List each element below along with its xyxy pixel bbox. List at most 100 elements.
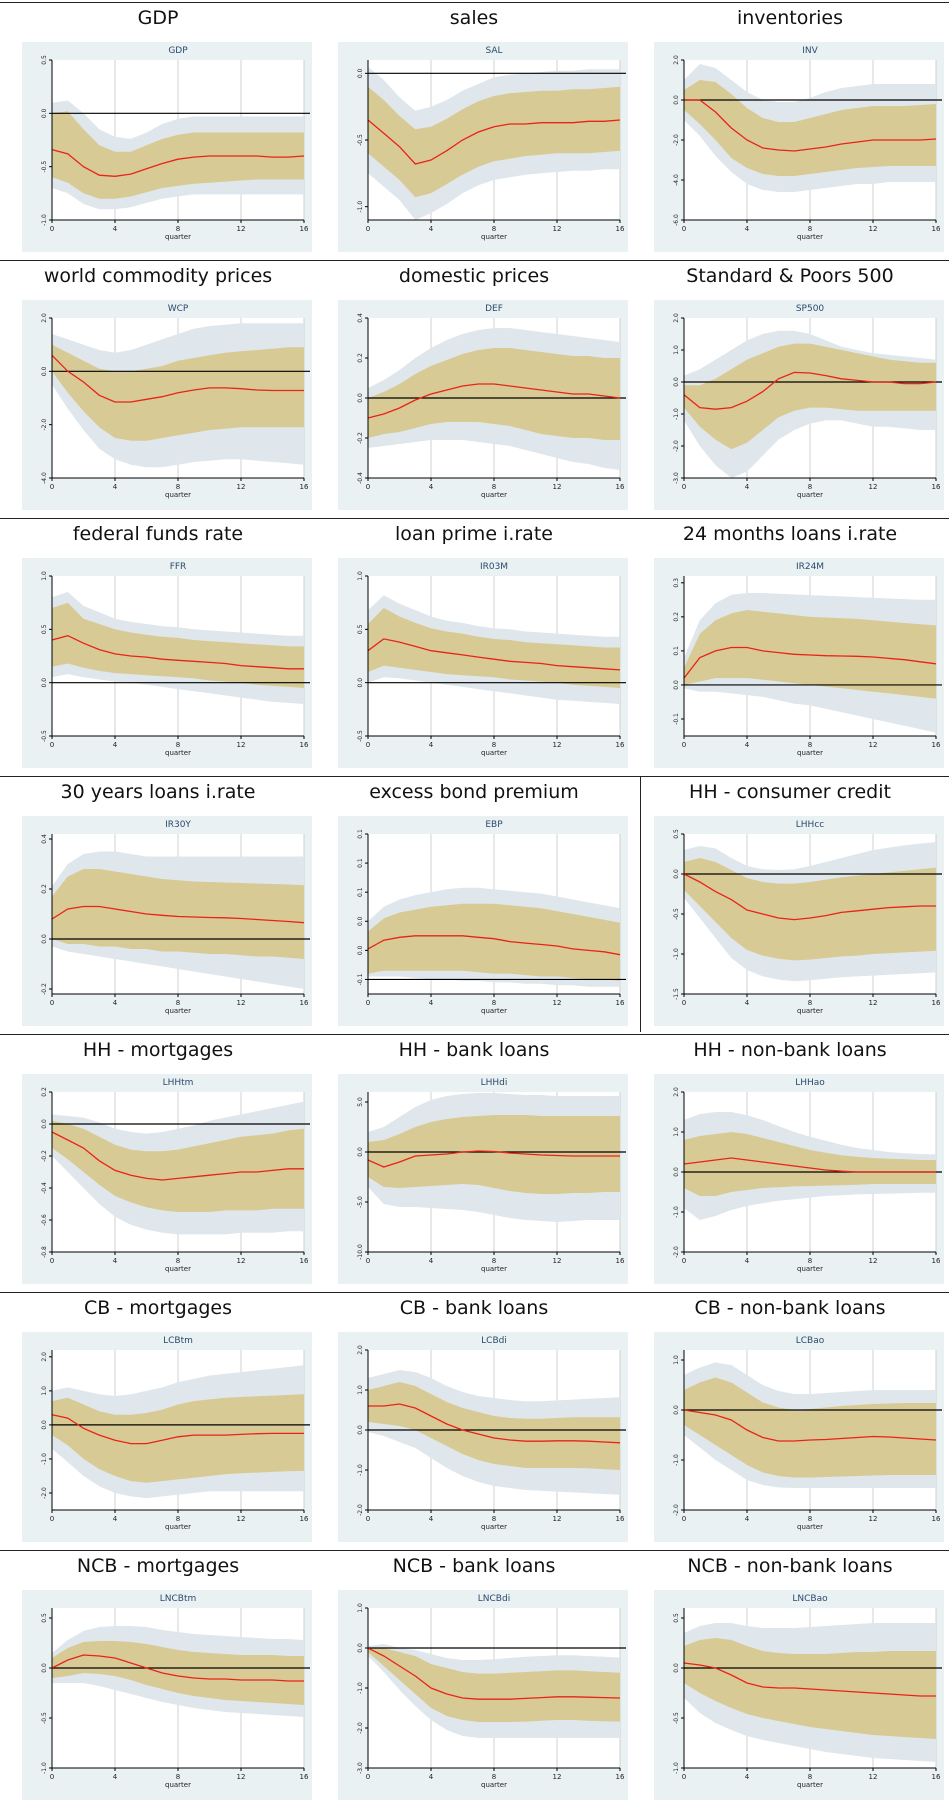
chart-title: CB - non-bank loans: [694, 1297, 886, 1319]
y-tick-label: 0.2: [357, 353, 364, 363]
x-tick-label: 8: [176, 483, 180, 491]
x-tick-label: 8: [176, 225, 180, 233]
chart-subtitle: WCP: [168, 304, 189, 314]
x-tick-label: 4: [745, 1773, 750, 1781]
median-response-line: [368, 1403, 621, 1444]
x-tick-label: 0: [682, 1515, 686, 1523]
inner-confidence-band: [368, 903, 620, 981]
chart-subtitle: LCBdi: [481, 1336, 507, 1346]
chart-svg: LNCBdi 1.0 0.0 -1.0 -2.0 -3.00 4 8 12 16 quarter: [338, 1590, 628, 1800]
x-tick-label: 16: [300, 741, 309, 749]
x-tick-label: 0: [50, 1515, 54, 1523]
chart-panel-30-years-loans-i-rate: 30 years loans i.rate IR30Y 0.4 0.2 0.0 -0.2 0…: [0, 774, 316, 1030]
x-axis-label: quarter: [481, 233, 507, 241]
y-tick-label: 0.0: [357, 1147, 364, 1157]
x-tick-label: 16: [932, 1257, 941, 1265]
x-axis-label: quarter: [165, 749, 191, 757]
y-tick-label: -1.0: [41, 214, 48, 226]
x-tick-label: 0: [50, 741, 54, 749]
chart-subtitle: LNCBtm: [160, 1594, 197, 1604]
chart-panel-domestic-prices: domestic prices DEF 0.4 0.2 0.0 -0.2 -0.4 0 4 8 12…: [316, 258, 632, 514]
chart-svg: IR30Y 0.4 0.2 0.0 -0.20 4 8 12 16 quarter: [22, 816, 312, 1026]
x-tick-label: 4: [429, 225, 434, 233]
y-tick-label: -10.0: [357, 1244, 364, 1260]
y-tick-label: 0.0: [673, 1405, 680, 1415]
x-tick-label: 12: [553, 1773, 562, 1781]
row-separator: [0, 518, 949, 519]
x-tick-label: 4: [113, 1515, 118, 1523]
y-tick-label: 1.0: [357, 571, 364, 581]
chart-panel-federal-funds-rate: federal funds rate FFR 1.0 0.5 0.0 -0.5 0 4 8 12 1…: [0, 516, 316, 772]
chart-svg: IR03M 1.0 0.5 0.0 -0.50 4 8 12 16 quarter: [338, 558, 628, 768]
y-tick-label: -1.0: [357, 1464, 364, 1476]
x-tick-label: 0: [366, 1515, 370, 1523]
x-tick-label: 16: [616, 999, 625, 1007]
chart-subtitle: LHHcc: [796, 820, 824, 830]
y-tick-label: 0.2: [41, 1087, 48, 1097]
inner-confidence-band: [684, 1377, 936, 1478]
chart-panel-inventories: inventories INV 2.0 0.0 -2.0 -4.0 -6.0 0 4 8 12 16 q…: [632, 0, 948, 256]
median-response-line: [51, 905, 305, 924]
y-tick-label: 2.0: [41, 1352, 48, 1362]
chart-title: domestic prices: [398, 265, 550, 287]
y-tick-label: 1.0: [41, 1386, 48, 1396]
chart-subtitle: LHHtm: [163, 1078, 194, 1088]
chart-subtitle: INV: [802, 46, 818, 56]
x-tick-label: 8: [808, 1773, 812, 1781]
x-tick-label: 0: [682, 1773, 686, 1781]
x-axis-label: quarter: [481, 1523, 507, 1531]
x-tick-label: 0: [50, 1257, 54, 1265]
x-tick-label: 4: [745, 741, 750, 749]
x-tick-label: 8: [808, 1257, 812, 1265]
y-tick-label: 0.0: [673, 869, 680, 879]
x-axis-label: quarter: [481, 1781, 507, 1789]
x-axis-label: quarter: [165, 491, 191, 499]
chart-title: 30 years loans i.rate: [60, 781, 256, 803]
row-separator: [0, 1034, 949, 1035]
y-tick-label: 1.0: [357, 1603, 364, 1613]
inner-confidence-band: [368, 1648, 620, 1722]
x-tick-label: 8: [808, 225, 812, 233]
x-axis-label: quarter: [797, 233, 823, 241]
median-response-line: [51, 1654, 304, 1682]
median-response-line: [367, 638, 621, 671]
x-tick-label: 16: [616, 1257, 625, 1265]
y-tick-label: -2.0: [41, 1487, 48, 1499]
y-tick-label: 0.0: [357, 393, 364, 403]
inner-confidence-band: [52, 1641, 304, 1705]
x-tick-label: 12: [869, 1773, 878, 1781]
x-tick-label: 8: [492, 741, 496, 749]
y-tick-label: 0.0: [41, 934, 48, 944]
x-tick-label: 8: [808, 741, 812, 749]
y-tick-label: 0.1: [357, 858, 364, 868]
y-tick-label: 0.0: [41, 678, 48, 688]
y-tick-label: 0.0: [41, 1663, 48, 1673]
inner-confidence-band: [684, 610, 936, 699]
x-axis-label: quarter: [165, 1265, 191, 1273]
x-tick-label: 12: [237, 483, 246, 491]
x-tick-label: 16: [300, 1773, 309, 1781]
inner-confidence-band: [368, 1382, 620, 1470]
x-axis-label: quarter: [165, 233, 191, 241]
x-tick-label: 12: [869, 225, 878, 233]
y-tick-label: -0.5: [673, 1712, 680, 1724]
x-tick-label: 4: [113, 999, 118, 1007]
y-tick-label: 0.0: [673, 680, 680, 690]
y-tick-label: 0.0: [673, 95, 680, 105]
chart-svg: LHHdi 5.0 0.0 -5.0 -10.00 4 8 12 16 quarter: [338, 1074, 628, 1284]
x-tick-label: 8: [492, 1257, 496, 1265]
x-axis-label: quarter: [797, 1265, 823, 1273]
y-tick-label: 0.5: [357, 624, 364, 634]
x-tick-label: 12: [237, 999, 246, 1007]
x-tick-label: 4: [113, 1773, 118, 1781]
inner-confidence-band: [52, 1120, 304, 1212]
x-tick-label: 16: [616, 1773, 625, 1781]
x-tick-label: 0: [366, 483, 370, 491]
x-tick-label: 16: [616, 741, 625, 749]
row-separator: [0, 2, 949, 3]
chart-subtitle: LCBao: [796, 1336, 825, 1346]
y-tick-label: -1.0: [673, 1454, 680, 1466]
chart-svg: LCBdi 2.0 1.0 0.0 -1.0 -2.00 4 8 12 16 quarter: [338, 1332, 628, 1542]
chart-panel-hh-mortgages: HH - mortgages LHHtm 0.2 0.0 -0.2 -0.4 -0.6 -0.…: [0, 1032, 316, 1288]
x-tick-label: 0: [50, 1773, 54, 1781]
